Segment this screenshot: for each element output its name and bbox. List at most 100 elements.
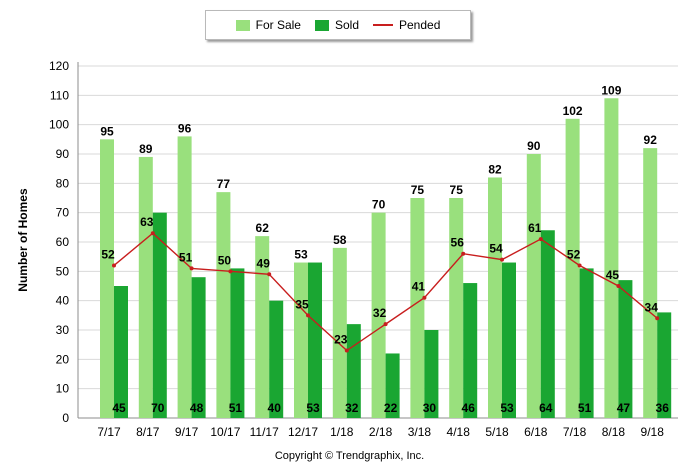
x-tick-label: 8/18 [602,425,626,439]
data-label-sold: 32 [345,401,359,415]
data-label-pended: 35 [295,297,309,311]
y-tick-label: 10 [56,382,70,396]
data-label-pended: 51 [179,250,193,264]
bar-sold [191,277,206,418]
x-tick-label: 10/17 [210,425,240,439]
bar-sold [114,286,128,418]
bar-for-sale [488,177,502,418]
x-tick-label: 9/17 [175,425,199,439]
y-tick-label: 30 [56,323,70,337]
x-tick-label: 7/17 [97,425,121,439]
x-tick-label: 6/18 [524,425,548,439]
legend-swatch-sold [314,19,329,31]
x-tick-label: 7/18 [563,425,587,439]
x-tick-label: 1/18 [330,425,354,439]
pended-point [383,322,388,327]
y-axis-label: Number of Homes [16,188,30,292]
bar-sold [424,330,439,418]
bar-for-sale [138,156,153,418]
data-label-pended: 52 [101,247,115,261]
data-label-for-sale: 75 [411,183,425,197]
bar-for-sale [255,236,270,418]
x-tick-label: 2/18 [369,425,393,439]
pended-point [306,313,310,318]
bar-sold [463,283,478,418]
data-label-pended: 41 [412,280,426,294]
data-label-pended: 45 [606,268,620,282]
y-tick-label: 110 [50,88,69,102]
y-tick-label: 120 [49,59,69,73]
data-label-sold: 53 [500,401,514,415]
y-tick-label: 50 [56,264,70,278]
bar-sold [269,300,284,418]
y-tick-label: 60 [56,235,70,249]
bar-sold [502,262,516,418]
data-label-sold: 64 [539,401,553,415]
pended-point [112,263,116,268]
y-axis-ticks: 0 10 20 30 40 50 60 70 80 90 100 110 120 [49,59,69,425]
bar-for-sale [604,98,619,419]
bar-for-sale [332,247,347,418]
data-label-sold: 46 [462,401,476,415]
legend-item-sold: Sold [314,18,359,32]
legend-item-pended: Pended [373,18,440,32]
y-tick-label: 90 [56,147,70,161]
pended-point [267,272,272,277]
data-label-pended: 34 [645,300,659,314]
data-label-pended: 61 [528,221,542,235]
y-tick-label: 20 [56,352,70,366]
pended-point [422,295,427,300]
pended-point [461,251,466,256]
data-label-sold: 40 [268,401,282,415]
bar-sold [579,268,594,418]
x-axis-ticks: 7/17 8/17 9/17 10/17 11/17 12/17 1/18 2/18 3/18 4… [97,425,664,439]
pended-point [344,348,349,353]
bar-for-sale [371,212,386,418]
y-tick-label: 40 [56,294,70,308]
data-label-pended: 52 [567,247,581,261]
data-label-sold: 48 [190,401,204,415]
x-tick-label: 5/18 [485,425,509,439]
legend-swatch-for-sale [235,19,250,31]
data-label-for-sale: 89 [139,142,153,156]
bar-for-sale [526,154,541,418]
x-tick-label: 4/18 [447,425,471,439]
data-label-for-sale: 70 [372,198,386,212]
bars [100,98,672,419]
x-tick-label: 8/17 [136,425,160,439]
legend: For Sale Sold Pended [205,10,471,40]
data-label-for-sale: 95 [100,124,114,138]
data-label-sold: 51 [578,401,592,415]
x-tick-label: 11/17 [250,425,279,439]
x-tick-label: 3/18 [408,425,432,439]
bar-sold [385,353,400,418]
bar-sold [230,268,245,418]
data-label-for-sale: 90 [527,139,541,153]
bar-for-sale [449,198,464,418]
x-tick-label: 9/18 [641,425,665,439]
pended-point [228,269,233,274]
data-labels: 95 45 89 70 96 48 77 51 62 40 53 53 58 32 70 22 75 30 75 46… [100,83,669,415]
x-tick-label: 12/17 [288,425,318,439]
pended-point [189,266,194,271]
data-label-pended: 49 [257,256,271,270]
pended-point [577,263,582,268]
copyright-text: Copyright © Trendgraphix, Inc. [274,450,425,462]
bar-sold [657,312,672,418]
data-label-pended: 54 [489,242,503,256]
y-tick-label: 70 [56,206,70,220]
bar-sold [540,230,555,418]
legend-label-for-sale: For Sale [255,18,301,32]
data-label-sold: 36 [656,401,670,415]
pended-point [616,284,621,288]
data-label-pended: 23 [334,333,348,347]
legend-swatch-pended [373,24,393,26]
data-label-for-sale: 75 [450,183,464,197]
bar-sold [618,280,633,418]
data-label-pended: 63 [140,215,154,229]
data-label-sold: 30 [423,401,437,415]
y-tick-label: 0 [62,411,69,425]
data-label-sold: 22 [384,401,398,415]
bar-for-sale [565,118,580,419]
